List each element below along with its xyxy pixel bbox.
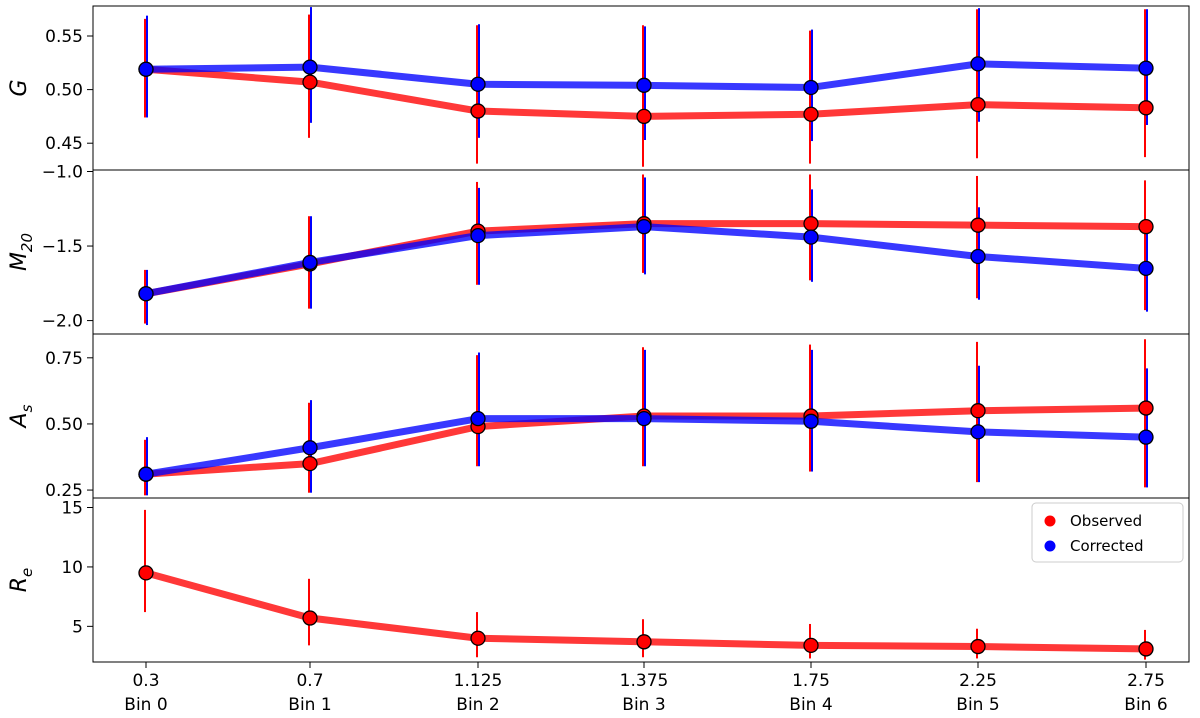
legend: Observed Corrected [1031, 502, 1184, 563]
data-point-corrected [470, 227, 486, 244]
data-point-observed [970, 96, 986, 113]
data-point-observed [636, 108, 652, 125]
data-point-observed [302, 74, 318, 90]
data-point-observed [470, 630, 486, 646]
data-point-corrected [302, 440, 318, 456]
data-point-corrected [803, 79, 819, 96]
data-point-corrected [803, 413, 819, 429]
x-bin-label: Bin 2 [456, 695, 499, 715]
y-tick-label: 0.55 [45, 27, 83, 47]
x-bin-label: Bin 4 [789, 695, 832, 715]
data-point-observed [138, 565, 154, 581]
legend-marker-corrected [1044, 540, 1056, 552]
data-point-corrected [970, 248, 986, 265]
y-tick-label: 0.25 [45, 481, 83, 501]
x-bin-label: Bin 6 [1124, 695, 1167, 715]
data-point-corrected [470, 76, 486, 92]
x-bin-label: Bin 3 [622, 695, 665, 715]
y-axis-label-main: R [7, 577, 32, 592]
data-point-corrected [302, 254, 318, 271]
y-tick-label: 15 [61, 499, 83, 519]
x-tick-label: 2.75 [1127, 671, 1165, 691]
data-point-corrected [1138, 60, 1154, 76]
y-axis-label: Re [7, 568, 36, 593]
y-axis-label-subscript: 20 [18, 233, 36, 252]
legend-label-observed: Observed [1070, 512, 1142, 530]
data-point-corrected [1138, 260, 1154, 277]
data-point-corrected [636, 219, 652, 235]
data-point-observed [636, 634, 652, 650]
data-point-corrected [138, 61, 154, 77]
x-tick-label: 1.125 [454, 671, 503, 691]
panel-G: 0.45 0.50 0.55 G [7, 5, 1190, 171]
data-point-observed [470, 103, 486, 119]
y-tick-label: 0.45 [45, 134, 83, 154]
data-point-corrected [138, 286, 154, 302]
y-tick-label: 5 [72, 617, 83, 637]
legend-label-corrected: Corrected [1070, 537, 1144, 555]
legend-box [1031, 502, 1184, 563]
y-tick-label: 0.50 [45, 81, 83, 101]
data-point-observed [803, 637, 819, 654]
y-tick-label: 0.75 [45, 349, 83, 369]
data-point-corrected [138, 466, 154, 482]
panel-frame [92, 169, 1190, 335]
panel-frame [92, 497, 1190, 663]
x-tick-label: 0.3 [132, 671, 159, 691]
x-bin-label: Bin 1 [288, 695, 331, 715]
data-point-corrected [970, 56, 986, 72]
data-point-observed [970, 638, 986, 655]
x-bin-label: Bin 5 [956, 695, 999, 715]
data-point-observed [803, 106, 819, 122]
data-point-observed [1138, 100, 1154, 116]
data-point-corrected [636, 77, 652, 93]
data-point-corrected [1138, 429, 1154, 445]
panel-Re: 5 10 15 Re [7, 497, 1190, 663]
data-point-observed [1138, 641, 1154, 657]
legend-marker-observed [1044, 515, 1056, 527]
data-point-corrected [302, 59, 318, 75]
data-point-corrected [970, 424, 986, 440]
data-point-observed [1138, 219, 1154, 235]
y-axis-label-main: A [7, 412, 32, 429]
x-tick-label: 1.75 [792, 671, 830, 691]
y-axis-label: As [7, 404, 36, 429]
x-tick-label: 1.375 [620, 671, 669, 691]
y-axis-label-subscript: e [18, 568, 36, 577]
data-point-observed [970, 217, 986, 233]
data-point-observed [302, 455, 318, 472]
panel-As: 0.25 0.50 0.75 As [7, 333, 1190, 501]
y-axis-label-main: G [7, 79, 32, 96]
y-tick-label: 10 [61, 558, 83, 578]
data-point-corrected [803, 229, 819, 245]
y-axis-label: M20 [7, 233, 36, 271]
y-axis-label-main: M [7, 252, 32, 271]
y-tick-label: −2.0 [42, 312, 83, 332]
data-point-observed [302, 610, 318, 626]
data-point-observed [1138, 400, 1154, 416]
x-tick-label: 2.25 [959, 671, 997, 691]
y-tick-label: 0.50 [45, 415, 83, 435]
panel-M20: −2.0 −1.5 −1.0 M20 [7, 162, 1190, 335]
y-axis-label: G [7, 79, 32, 96]
data-point-corrected [470, 410, 486, 427]
data-point-corrected [636, 410, 652, 427]
y-axis-label-subscript: s [18, 404, 36, 412]
data-point-observed [970, 403, 986, 419]
y-tick-label: −1.5 [42, 237, 83, 257]
y-tick-label: −1.0 [42, 162, 83, 182]
x-tick-label: 0.7 [296, 671, 323, 691]
data-point-observed [803, 216, 819, 232]
x-bin-label: Bin 0 [124, 695, 167, 715]
